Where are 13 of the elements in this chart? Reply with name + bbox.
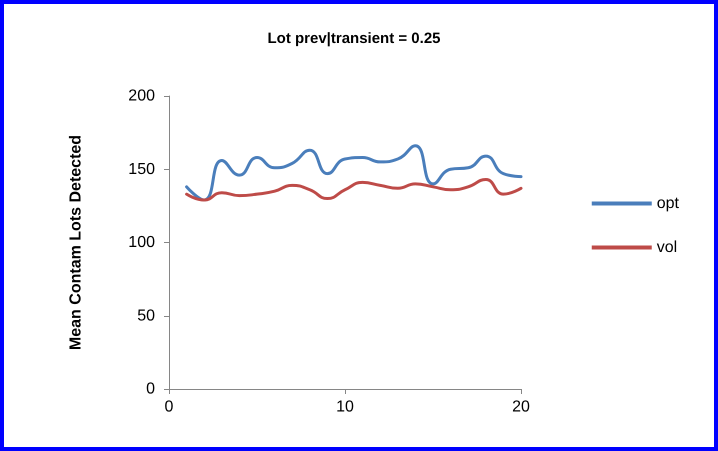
- y-tick-label: 200: [128, 88, 156, 104]
- x-tick-label: 10: [336, 398, 354, 416]
- legend-label: opt: [656, 195, 680, 212]
- y-tick-label: 100: [128, 234, 156, 251]
- y-tick-label: 150: [128, 160, 156, 178]
- legend-label: vol: [656, 239, 678, 256]
- x-tick-label: 0: [164, 398, 174, 416]
- chart-title: Lot prev|transient = 0.25: [267, 30, 441, 47]
- y-tick-label: 0: [146, 380, 156, 398]
- y-axis-title: Mean Contam Lots Detected: [68, 134, 84, 350]
- line-series: [185, 178, 522, 202]
- y-tick-label: 50: [137, 307, 156, 324]
- x-tick-label: 20: [512, 398, 530, 416]
